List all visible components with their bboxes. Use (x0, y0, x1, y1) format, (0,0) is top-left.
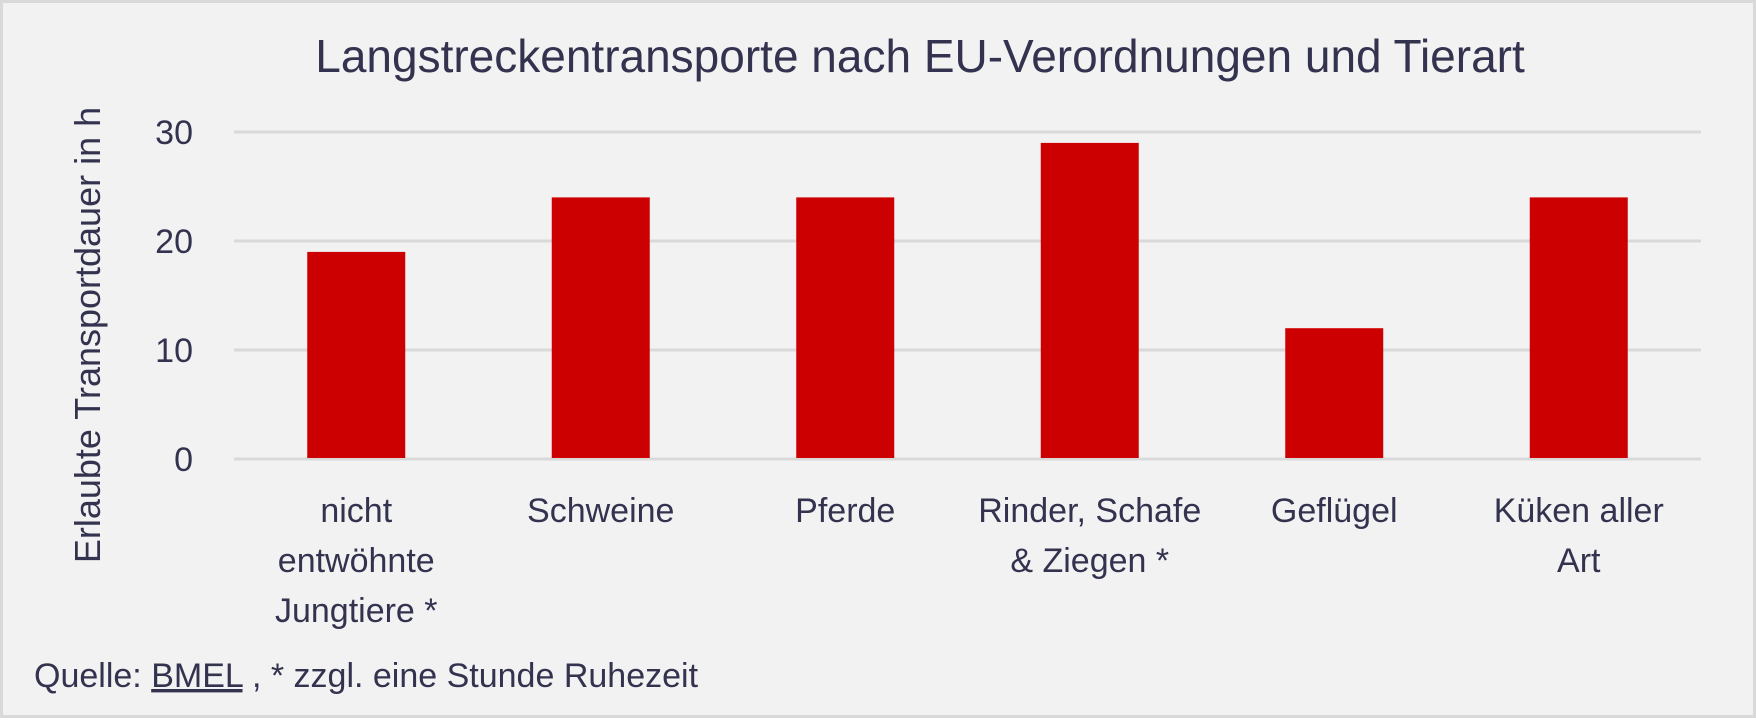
x-tick-label-line: Jungtiere * (275, 592, 438, 630)
x-tick-label-line: & Ziegen * (1010, 542, 1169, 580)
chart-title: Langstreckentransporte nach EU-Verordnun… (315, 30, 1525, 82)
x-tick-label: Pferde (795, 492, 895, 530)
bar-1 (551, 197, 650, 458)
bar-3 (1040, 142, 1139, 458)
y-tick-label: 30 (155, 114, 193, 152)
x-tick-label-line: entwöhnte (278, 542, 435, 580)
x-tick-label-line: Rinder, Schafe (978, 492, 1201, 530)
bar-4 (1285, 328, 1384, 458)
x-tick-label: Rinder, Schafe & Ziegen * (978, 492, 1201, 580)
y-tick-label: 20 (155, 223, 193, 261)
x-tick-label: Küken aller Art (1494, 492, 1664, 580)
y-tick-label: 0 (174, 441, 193, 479)
x-tick-label-line: Art (1557, 542, 1601, 580)
bars (307, 142, 1628, 458)
x-tick-label-line: Pferde (795, 492, 895, 530)
x-tick-label-line: Geflügel (1271, 492, 1398, 530)
y-tick-labels: 0 10 20 30 (155, 114, 193, 479)
bar-5 (1529, 197, 1628, 458)
footnote-prefix: Quelle: (34, 657, 151, 695)
footnote: Quelle: BMEL , * zzgl. eine Stunde Ruhez… (34, 657, 699, 695)
x-tick-labels: nicht entwöhnte Jungtiere * Schweine Pferde R… (275, 492, 1664, 630)
x-tick-label-line: Küken aller (1494, 492, 1664, 530)
y-tick-label: 10 (155, 332, 193, 370)
x-tick-label-line: nicht (320, 492, 392, 530)
x-tick-label: nicht entwöhnte Jungtiere * (275, 492, 438, 630)
gridlines (234, 130, 1701, 461)
x-tick-label-line: Schweine (527, 492, 674, 530)
source-link-bmel[interactable]: BMEL (151, 657, 243, 695)
x-tick-label: Schweine (527, 492, 674, 530)
x-tick-label: Geflügel (1271, 492, 1398, 530)
bar-2 (796, 197, 895, 458)
footnote-suffix: , * zzgl. eine Stunde Ruhezeit (243, 657, 699, 695)
y-axis-label: Erlaubte Transportdauer in h (67, 107, 108, 563)
bar-0 (307, 251, 406, 458)
